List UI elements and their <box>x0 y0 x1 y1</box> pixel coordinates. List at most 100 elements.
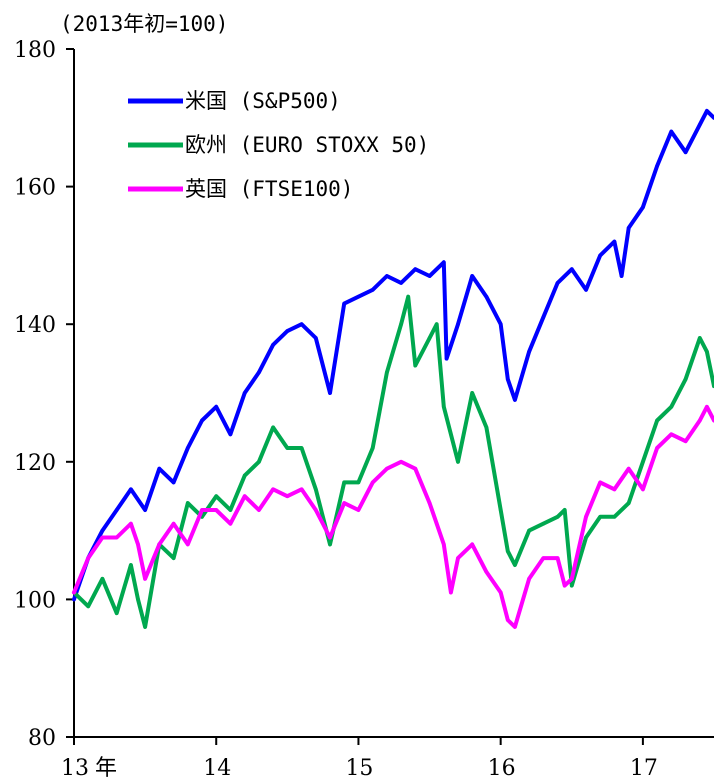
data-point <box>669 129 674 134</box>
data-point <box>185 501 190 505</box>
data-point <box>370 446 375 450</box>
data-point <box>655 446 659 450</box>
series-0 <box>72 108 714 602</box>
data-point <box>598 253 603 258</box>
data-point <box>271 343 275 347</box>
data-point <box>143 625 147 629</box>
data-point <box>569 583 574 588</box>
data-point <box>342 501 347 505</box>
data-point <box>72 597 76 602</box>
data-point <box>370 480 375 485</box>
data-point <box>214 404 219 409</box>
data-point <box>114 535 119 540</box>
data-point <box>100 535 105 540</box>
data-point <box>562 583 567 588</box>
x-tick-label: 14 <box>203 756 231 781</box>
legend-label: 米国 (S&P500) <box>185 89 341 113</box>
data-point <box>697 122 702 127</box>
data-point <box>342 301 347 306</box>
x-tick-label: 17 <box>630 756 658 781</box>
data-point <box>257 370 261 375</box>
data-point <box>385 370 389 375</box>
data-point <box>705 404 709 409</box>
data-point <box>171 480 176 485</box>
data-point <box>541 521 546 526</box>
data-point <box>413 267 418 271</box>
data-point <box>555 515 560 519</box>
data-point <box>498 322 503 327</box>
data-point <box>100 576 105 581</box>
data-point <box>356 480 361 485</box>
data-point <box>228 432 233 437</box>
data-point <box>697 418 702 423</box>
legend-item: 米国 (S&P500) <box>128 89 341 113</box>
y-tick-label: 180 <box>14 38 56 63</box>
data-point <box>641 205 645 210</box>
data-point <box>513 398 517 402</box>
legend-label: 英国 (FTSE100) <box>185 177 353 201</box>
data-point <box>527 576 531 581</box>
data-point <box>285 494 290 499</box>
data-point <box>456 322 460 327</box>
series-line <box>72 404 714 629</box>
data-point <box>626 501 631 505</box>
data-point <box>427 336 432 340</box>
data-point <box>569 267 574 271</box>
data-point <box>242 473 247 478</box>
data-point <box>157 466 162 471</box>
data-point <box>484 294 489 299</box>
data-point <box>214 494 219 499</box>
data-point <box>228 508 233 512</box>
data-point <box>328 535 332 540</box>
data-point <box>399 281 403 285</box>
data-point <box>470 274 475 278</box>
data-point <box>641 487 645 492</box>
data-point <box>541 315 546 320</box>
data-point <box>697 336 702 340</box>
data-point <box>86 604 91 609</box>
data-point <box>612 239 617 244</box>
data-point <box>541 556 546 560</box>
data-point <box>114 611 119 615</box>
series-2 <box>72 404 714 629</box>
x-tick-year: 13 <box>61 756 89 781</box>
data-point <box>441 260 446 265</box>
data-point <box>271 487 275 492</box>
data-point <box>456 556 460 560</box>
data-point <box>406 294 411 299</box>
data-point <box>612 487 617 492</box>
x-tick-suffix: 年 <box>95 756 117 781</box>
y-tick-label: 120 <box>14 451 56 476</box>
series-line <box>72 294 714 629</box>
data-point <box>683 150 688 154</box>
data-point <box>470 391 475 395</box>
y-tick-label: 80 <box>28 726 56 751</box>
data-point <box>669 404 674 409</box>
data-point <box>285 446 290 450</box>
data-point <box>434 322 439 327</box>
data-point <box>555 556 560 560</box>
data-point <box>136 597 140 602</box>
data-point <box>444 356 449 361</box>
data-point <box>399 322 403 327</box>
data-point <box>285 329 290 333</box>
data-point <box>683 439 688 443</box>
data-point <box>470 542 475 547</box>
data-point <box>72 590 76 595</box>
data-point <box>641 460 645 464</box>
data-point <box>612 515 617 519</box>
data-point <box>584 288 588 292</box>
unit-note: (2013年初=100) <box>60 12 228 36</box>
axes: 80 100 120 140 160 180 13 年 14 15 16 17 <box>14 38 714 781</box>
data-point <box>86 556 91 560</box>
data-point <box>584 535 588 540</box>
data-point <box>328 391 332 395</box>
data-point <box>100 528 105 533</box>
y-tick-label: 140 <box>14 313 56 338</box>
data-point <box>527 349 531 354</box>
data-point <box>655 164 659 168</box>
data-point <box>342 480 347 485</box>
data-point <box>143 508 147 512</box>
data-point <box>399 460 403 464</box>
